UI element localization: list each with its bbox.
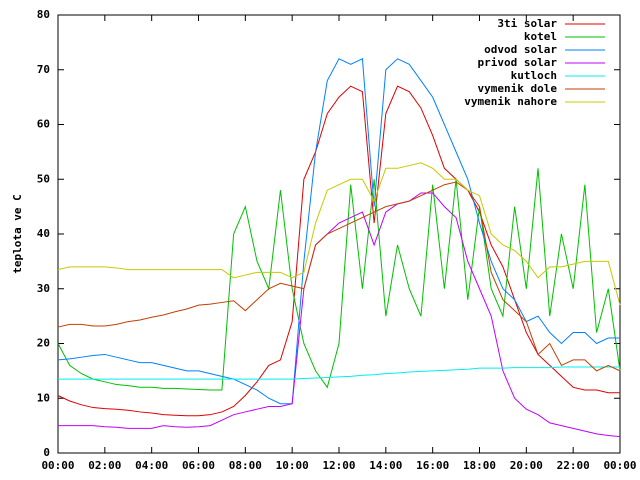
legend-label: 3ti solar bbox=[497, 17, 557, 30]
x-tick-label: 00:00 bbox=[603, 459, 636, 472]
legend-label: kotel bbox=[524, 30, 557, 43]
series-line bbox=[57, 85, 620, 417]
x-tick-label: 06:00 bbox=[182, 459, 215, 472]
legend-label: vymenik dole bbox=[478, 82, 558, 95]
y-tick-label: 80 bbox=[37, 8, 50, 21]
series-line bbox=[57, 58, 620, 405]
x-tick-label: 02:00 bbox=[88, 459, 121, 472]
y-tick-label: 10 bbox=[37, 391, 50, 404]
series-line bbox=[57, 181, 621, 372]
x-tick-label: 14:00 bbox=[369, 459, 402, 472]
y-tick-label: 50 bbox=[37, 172, 50, 185]
x-tick-label: 16:00 bbox=[416, 459, 449, 472]
series-line bbox=[57, 168, 621, 391]
x-tick-label: 00:00 bbox=[41, 459, 74, 472]
legend-label: kutloch bbox=[511, 69, 557, 82]
series-line bbox=[57, 162, 621, 306]
x-tick-label: 08:00 bbox=[229, 459, 262, 472]
y-tick-label: 20 bbox=[37, 337, 50, 350]
x-tick-label: 22:00 bbox=[557, 459, 590, 472]
x-tick-label: 20:00 bbox=[510, 459, 543, 472]
x-tick-label: 10:00 bbox=[276, 459, 309, 472]
legend-label: privod solar bbox=[478, 56, 558, 69]
y-tick-label: 40 bbox=[37, 227, 50, 240]
y-axis-label: teplota ve C bbox=[11, 194, 24, 273]
series-line bbox=[58, 192, 621, 438]
x-tick-label: 04:00 bbox=[135, 459, 168, 472]
legend-label: vymenik nahore bbox=[464, 95, 557, 108]
y-tick-label: 0 bbox=[43, 446, 50, 459]
series-line bbox=[58, 366, 620, 380]
y-tick-label: 60 bbox=[37, 118, 50, 131]
x-tick-label: 12:00 bbox=[322, 459, 355, 472]
y-tick-label: 70 bbox=[37, 63, 50, 76]
x-tick-label: 18:00 bbox=[463, 459, 496, 472]
legend-label: odvod solar bbox=[484, 43, 557, 56]
y-tick-label: 30 bbox=[37, 282, 50, 295]
